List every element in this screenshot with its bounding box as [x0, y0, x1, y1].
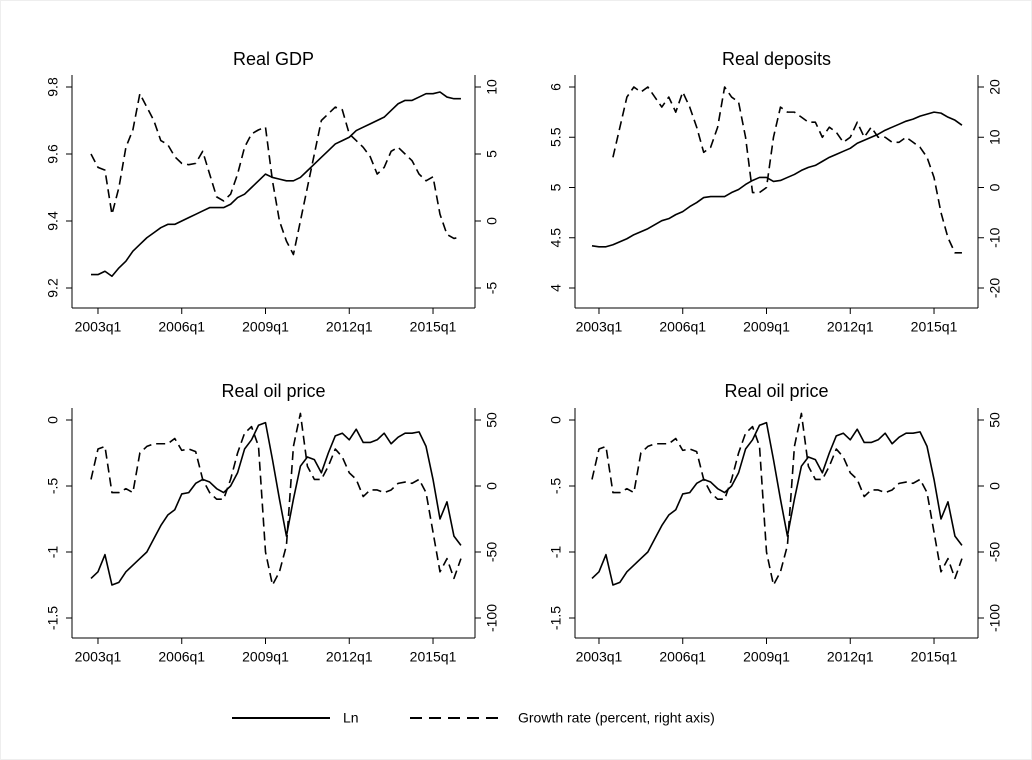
y-tick-label: 5 [548, 183, 564, 191]
y2-tick-label: -10 [987, 227, 1003, 247]
series-line [591, 412, 963, 586]
y2-tick-label: 20 [987, 79, 1003, 95]
legend-label: Ln [343, 710, 359, 726]
x-tick-label: 2003q1 [576, 319, 623, 335]
series-line [591, 421, 963, 586]
y2-tick-label: 0 [987, 482, 1003, 490]
y-tick-label: -.5 [548, 478, 564, 495]
y2-tick-label: 10 [484, 79, 500, 95]
y2-tick-label: 0 [987, 183, 1003, 191]
y-tick-label: 9.8 [45, 77, 61, 97]
series-line [91, 91, 461, 278]
x-tick-label: 2015q1 [911, 649, 958, 665]
y2-tick-label: -50 [484, 542, 500, 562]
y-tick-label: -1 [548, 546, 564, 559]
x-tick-label: 2003q1 [75, 319, 122, 335]
y2-tick-label: 50 [987, 412, 1003, 428]
x-tick-label: 2012q1 [326, 649, 373, 665]
y2-tick-label: 0 [484, 482, 500, 490]
series-line [90, 421, 462, 586]
y-tick-label: 0 [548, 416, 564, 424]
panel-title: Real GDP [233, 49, 314, 69]
x-tick-label: 2012q1 [827, 649, 874, 665]
series-line [612, 86, 962, 254]
y2-tick-label: -50 [987, 542, 1003, 562]
y-tick-label: 9.2 [45, 278, 61, 298]
y2-tick-label: 5 [484, 150, 500, 158]
x-tick-label: 2006q1 [158, 649, 205, 665]
series-line [591, 111, 963, 248]
y-tick-label: -1.5 [45, 606, 61, 630]
y-tick-label: -1.5 [548, 606, 564, 630]
x-tick-label: 2012q1 [827, 319, 874, 335]
y-tick-label: 5.5 [548, 127, 564, 147]
x-tick-label: 2006q1 [158, 319, 205, 335]
x-tick-label: 2009q1 [743, 649, 790, 665]
x-tick-label: 2015q1 [410, 649, 457, 665]
y-tick-label: 4.5 [548, 228, 564, 248]
x-tick-label: 2006q1 [659, 649, 706, 665]
y-tick-label: 9.6 [45, 144, 61, 164]
y-tick-label: 6 [548, 83, 564, 91]
y2-tick-label: -20 [987, 278, 1003, 298]
panel-title: Real oil price [724, 381, 828, 401]
x-tick-label: 2009q1 [242, 649, 289, 665]
x-tick-label: 2015q1 [410, 319, 457, 335]
x-tick-label: 2015q1 [911, 319, 958, 335]
y2-tick-label: -100 [484, 604, 500, 632]
y2-tick-label: 10 [987, 129, 1003, 145]
panel-title: Real deposits [722, 49, 831, 69]
y-tick-label: 0 [45, 416, 61, 424]
y-tick-label: 4 [548, 284, 564, 292]
x-tick-label: 2009q1 [743, 319, 790, 335]
x-tick-label: 2003q1 [75, 649, 122, 665]
series-line [90, 412, 462, 586]
y2-tick-label: -100 [987, 604, 1003, 632]
y-tick-label: -1 [45, 546, 61, 559]
x-tick-label: 2003q1 [576, 649, 623, 665]
y2-tick-label: -5 [484, 282, 500, 295]
y-tick-label: 9.4 [45, 211, 61, 231]
series-line [90, 92, 462, 256]
x-tick-label: 2012q1 [326, 319, 373, 335]
y2-tick-label: 0 [484, 217, 500, 225]
y-tick-label: -.5 [45, 478, 61, 495]
x-tick-label: 2009q1 [242, 319, 289, 335]
x-tick-label: 2006q1 [659, 319, 706, 335]
legend-label: Growth rate (percent, right axis) [518, 710, 715, 726]
y2-tick-label: 50 [484, 412, 500, 428]
panel-title: Real oil price [221, 381, 325, 401]
